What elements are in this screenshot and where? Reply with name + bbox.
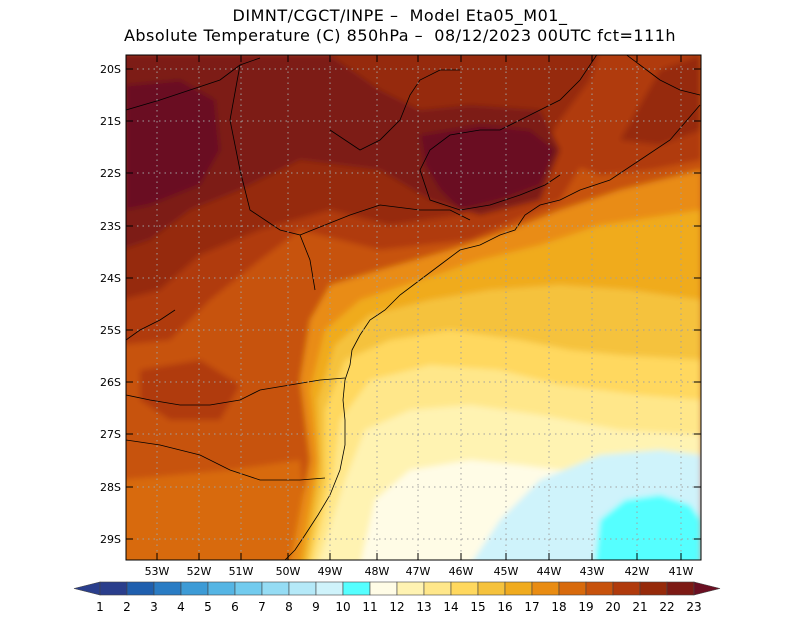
colorbar-swatch <box>477 581 506 596</box>
colorbar-swatch <box>666 581 695 596</box>
colorbar-swatch <box>504 581 533 596</box>
colorbar-swatch <box>126 581 155 596</box>
colorbar-label: 14 <box>443 600 458 614</box>
colorbar-label: 4 <box>177 600 185 614</box>
state-border-sp-mg <box>329 69 460 151</box>
colorbar-label: 19 <box>578 600 593 614</box>
colorbar-label: 13 <box>416 600 431 614</box>
colorbar-label: 23 <box>686 600 701 614</box>
colorbar-label: 1 <box>96 600 104 614</box>
field-18c-south <box>126 460 310 560</box>
colorbar-label: 16 <box>497 600 512 614</box>
colorbar-swatch <box>288 581 317 596</box>
temperature-field <box>126 55 701 560</box>
lon-label: 41W <box>669 565 694 578</box>
colorbar-label: 18 <box>551 600 566 614</box>
coastline <box>284 104 701 560</box>
colorbar-label: 20 <box>605 600 620 614</box>
lon-label: 43W <box>580 565 605 578</box>
colorbar-label: 15 <box>470 600 485 614</box>
state-border-pr-sc <box>126 377 346 406</box>
lat-label: 27S <box>100 428 121 441</box>
colorbar-label: 6 <box>231 600 239 614</box>
colorbar-label: 3 <box>150 600 158 614</box>
colorbar-label: 8 <box>285 600 293 614</box>
lon-label: 50W <box>276 565 301 578</box>
lon-label: 51W <box>229 565 254 578</box>
colorbar-swatch <box>558 581 587 596</box>
state-border-es <box>626 55 701 96</box>
field-20c-south-patch <box>140 360 240 420</box>
colorbar-label: 10 <box>335 600 350 614</box>
colorbar-swatch <box>261 581 290 596</box>
axis-ticks: 20S 21S 22S 23S 24S 25S 26S 27S 28S 29S 53W 52W 51W 5… <box>100 55 701 578</box>
colorbar-swatch <box>369 581 398 596</box>
state-border-ms-sp <box>229 64 316 291</box>
colorbar-swatch <box>315 581 344 596</box>
lat-label: 26S <box>100 376 121 389</box>
colorbar-swatch <box>396 581 425 596</box>
state-border-ms-go <box>126 57 261 111</box>
lat-label: 28S <box>100 481 121 494</box>
lon-label: 53W <box>145 565 170 578</box>
lat-label: 23S <box>100 220 121 233</box>
country-border-py <box>126 309 176 341</box>
colorbar-label: 11 <box>362 600 377 614</box>
state-border-sc-rs <box>126 439 326 481</box>
colorbar-swatch <box>153 581 182 596</box>
lon-label: 46W <box>449 565 474 578</box>
colorbar: 1 2 3 4 5 6 7 8 9 10 11 12 13 14 15 16 17 18 19 20 21 22 23 <box>73 581 721 614</box>
colorbar-arrow-left <box>73 581 101 596</box>
lat-label: 21S <box>100 115 121 128</box>
coastline-and-borders <box>126 55 701 560</box>
colorbar-label: 21 <box>632 600 647 614</box>
colorbar-swatch <box>639 581 668 596</box>
colorbar-label: 17 <box>524 600 539 614</box>
lat-label: 24S <box>100 272 121 285</box>
lon-label: 49W <box>318 565 343 578</box>
colorbar-label: 22 <box>659 600 674 614</box>
graticule <box>126 55 701 560</box>
colorbar-swatch <box>423 581 452 596</box>
colorbar-swatch <box>612 581 641 596</box>
colorbar-swatch <box>450 581 479 596</box>
lat-label: 22S <box>100 167 121 180</box>
colorbar-swatch <box>234 581 263 596</box>
lon-label: 48W <box>365 565 390 578</box>
colorbar-swatch <box>531 581 560 596</box>
lat-label: 29S <box>100 533 121 546</box>
lon-label: 45W <box>494 565 519 578</box>
field-23c-east-core <box>420 125 555 210</box>
chart-title-line1: DIMNT/CGCT/INPE – Model Eta05_M01_ <box>232 6 568 25</box>
field-23c-west-core <box>126 80 220 210</box>
lon-label: 44W <box>537 565 562 578</box>
field-19c-coastal <box>245 330 300 450</box>
lon-label: 47W <box>406 565 431 578</box>
lat-label: 25S <box>100 324 121 337</box>
colorbar-swatch <box>342 581 371 596</box>
colorbar-label: 5 <box>204 600 212 614</box>
state-border-mg-rj <box>419 55 598 211</box>
colorbar-label: 7 <box>258 600 266 614</box>
state-border-pr-sp <box>299 204 471 236</box>
lat-label: 20S <box>100 63 121 76</box>
colorbar-swatch <box>99 581 128 596</box>
colorbar-label: 9 <box>312 600 320 614</box>
colorbar-swatch <box>585 581 614 596</box>
field-9c-core <box>595 495 701 560</box>
chart-title-line2: Absolute Temperature (C) 850hPa – 08/12/… <box>123 26 677 45</box>
lon-label: 52W <box>187 565 212 578</box>
colorbar-arrow-right <box>693 581 721 596</box>
colorbar-swatch <box>207 581 236 596</box>
colorbar-swatch <box>180 581 209 596</box>
map-frame <box>125 54 702 561</box>
colorbar-label: 12 <box>389 600 404 614</box>
colorbar-label: 2 <box>123 600 131 614</box>
lon-label: 42W <box>625 565 650 578</box>
